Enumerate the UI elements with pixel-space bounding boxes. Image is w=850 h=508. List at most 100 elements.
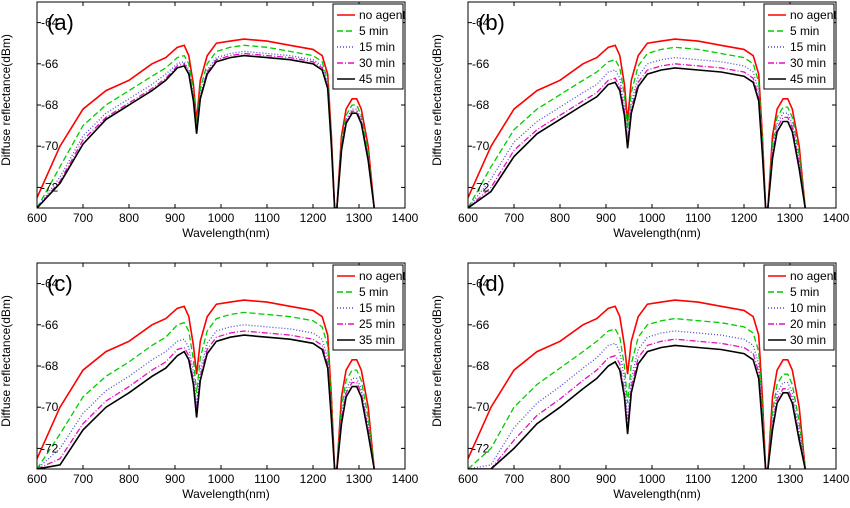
legend-box	[763, 264, 835, 351]
y-tick-label: -70	[41, 139, 59, 153]
legend-label: 15 min	[359, 301, 395, 315]
legend-label: 25 min	[359, 317, 395, 331]
legend: no agent 5 min 15 min 30 min 45 min	[332, 3, 406, 90]
x-tick-label: 700	[73, 472, 93, 486]
legend: no agent 5 min 15 min 25 min 35 min	[332, 264, 406, 351]
y-tick-label: -66	[41, 57, 59, 71]
y-tick-label: -72	[41, 180, 59, 194]
legend-label: 5 min	[790, 285, 819, 299]
x-tick-label: 1400	[392, 472, 419, 486]
x-tick-label: 1100	[685, 472, 711, 486]
x-tick-label: 800	[550, 472, 570, 486]
legend-label: 5 min	[790, 24, 819, 38]
series-line-2	[37, 44, 375, 208]
x-tick-label: 800	[119, 472, 139, 486]
y-tick-label: -70	[41, 400, 59, 414]
legend-label: 10 min	[790, 301, 826, 315]
x-tick-label: 600	[458, 472, 478, 486]
y-tick-label: -68	[41, 359, 59, 373]
x-tick-label: 900	[165, 211, 185, 225]
x-axis-label: Wavelength(nm)	[182, 487, 270, 501]
legend-label: no agent	[790, 269, 837, 283]
panel-3: 600 700 800 900 1000 1100 1200 1300 1400 -64 -66 -6…	[0, 262, 419, 501]
x-tick-label: 1400	[392, 211, 419, 225]
series-line-4	[37, 52, 375, 208]
y-tick-label: -70	[472, 139, 490, 153]
x-tick-label: 1400	[823, 472, 850, 486]
y-tick-label: -68	[472, 359, 490, 373]
series-line-1	[37, 299, 375, 469]
y-tick-label: -70	[472, 400, 490, 414]
x-tick-label: 1000	[208, 211, 235, 225]
y-tick-label: -66	[472, 57, 490, 71]
panel-label: (b)	[478, 10, 505, 35]
x-tick-label: 700	[73, 211, 93, 225]
panel-1: 600 700 800 900 1000 1100 1200 1300 1400 -64 -66 -6…	[0, 1, 419, 240]
x-tick-label: 1000	[639, 472, 666, 486]
series-line-3	[468, 330, 806, 469]
x-tick-label: 1300	[346, 472, 373, 486]
series-line-5	[468, 344, 806, 469]
series-line-5	[468, 67, 806, 208]
x-tick-label: 600	[458, 211, 478, 225]
y-axis-label: Diffuse reflectance(dBm)	[0, 295, 13, 427]
x-tick-label: 900	[596, 472, 616, 486]
x-tick-label: 600	[27, 211, 47, 225]
x-tick-label: 1000	[208, 472, 235, 486]
y-axis-label: Diffuse reflectance(dBm)	[0, 34, 13, 166]
series-line-1	[468, 38, 806, 208]
y-tick-label: -68	[472, 98, 490, 112]
legend-label: no agent	[790, 8, 837, 22]
y-tick-label: -64	[472, 16, 490, 30]
y-tick-label: -68	[41, 98, 59, 112]
legend-label: no agent	[359, 269, 406, 283]
legend-box	[332, 264, 404, 351]
y-tick-label: -72	[472, 180, 490, 194]
x-tick-label: 900	[165, 472, 185, 486]
panel-label: (a)	[47, 10, 74, 35]
legend: no agent 5 min 10 min 20 min 30 min	[763, 264, 837, 351]
panel-label: (c)	[47, 271, 73, 296]
x-tick-label: 1300	[777, 211, 804, 225]
x-tick-label: 1200	[731, 472, 758, 486]
series-line-3	[468, 56, 806, 208]
y-axis-label: Diffuse reflectance(dBm)	[430, 295, 444, 427]
x-tick-label: 700	[504, 211, 524, 225]
series-line-1	[468, 299, 806, 469]
legend-label: 15 min	[790, 40, 826, 54]
x-axis-label: Wavelength(nm)	[182, 226, 270, 240]
x-tick-label: 800	[550, 211, 570, 225]
legend-label: 5 min	[359, 285, 388, 299]
x-tick-label: 1300	[777, 472, 804, 486]
legend: no agent 5 min 15 min 30 min 45 min	[763, 3, 837, 90]
x-tick-label: 1000	[639, 211, 666, 225]
series-line-5	[37, 54, 375, 208]
series-line-1	[37, 38, 375, 208]
x-tick-label: 1200	[300, 472, 327, 486]
y-tick-label: -72	[472, 441, 490, 455]
y-tick-label: -64	[472, 277, 490, 291]
y-tick-label: -72	[41, 441, 59, 455]
series-line-2	[468, 46, 806, 208]
y-tick-label: -66	[41, 318, 59, 332]
x-tick-label: 600	[27, 472, 47, 486]
panel-2: 600 700 800 900 1000 1100 1200 1300 1400 -64 -66 -6…	[430, 1, 850, 240]
y-tick-label: -64	[41, 16, 59, 30]
x-tick-label: 1300	[346, 211, 373, 225]
panel-label: (d)	[478, 271, 505, 296]
legend-label: 30 min	[790, 56, 826, 70]
panel-4: 600 700 800 900 1000 1100 1200 1300 1400 -64 -66 -6…	[430, 262, 850, 501]
series-lines	[468, 38, 806, 208]
series-line-5	[37, 334, 375, 469]
x-tick-label: 900	[596, 211, 616, 225]
y-tick-label: -66	[472, 318, 490, 332]
x-axis-label: Wavelength(nm)	[613, 226, 701, 240]
x-tick-label: 1200	[300, 211, 327, 225]
legend-box	[332, 3, 404, 90]
series-line-3	[37, 324, 375, 469]
x-tick-label: 1400	[823, 211, 850, 225]
series-line-4	[37, 330, 375, 469]
x-tick-label: 800	[119, 211, 139, 225]
y-axis-label: Diffuse reflectance(dBm)	[430, 34, 444, 166]
